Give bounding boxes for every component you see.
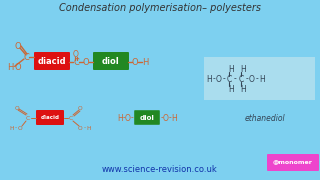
Text: -: -: [223, 75, 225, 84]
Text: -: -: [256, 75, 258, 84]
Text: O: O: [83, 57, 89, 66]
Text: diol: diol: [140, 114, 155, 120]
Text: H: H: [171, 114, 177, 123]
Text: -: -: [123, 114, 125, 123]
Text: O: O: [73, 50, 79, 59]
Text: diacid: diacid: [38, 57, 66, 66]
FancyBboxPatch shape: [204, 57, 315, 100]
Text: O: O: [78, 105, 82, 111]
Text: diol: diol: [102, 57, 120, 66]
Text: C: C: [73, 57, 79, 66]
Text: O: O: [18, 125, 22, 130]
Text: H: H: [10, 125, 14, 130]
Text: H: H: [117, 114, 123, 123]
Text: ethanediol: ethanediol: [245, 114, 285, 123]
Text: @monomer: @monomer: [273, 161, 313, 165]
Text: -: -: [15, 125, 17, 130]
Text: C: C: [226, 75, 232, 84]
Text: C: C: [26, 116, 30, 120]
Text: O: O: [132, 57, 138, 66]
Text: O: O: [15, 105, 19, 111]
Text: H: H: [142, 57, 148, 66]
FancyBboxPatch shape: [34, 52, 70, 70]
Text: O: O: [125, 114, 131, 123]
Text: Condensation polymerisation– polyesters: Condensation polymerisation– polyesters: [59, 3, 261, 13]
Text: H: H: [87, 125, 91, 130]
Text: C: C: [69, 116, 73, 120]
Text: -: -: [161, 114, 164, 123]
Text: H: H: [240, 84, 246, 93]
Text: diacid: diacid: [41, 115, 60, 120]
Text: -: -: [169, 114, 172, 123]
Text: O: O: [216, 75, 222, 84]
Text: -: -: [84, 125, 86, 130]
Text: -: -: [131, 114, 133, 123]
Text: O: O: [15, 62, 21, 71]
Text: -: -: [212, 75, 215, 84]
Text: -: -: [12, 62, 15, 71]
Text: H: H: [228, 84, 234, 93]
Text: -: -: [246, 75, 248, 84]
Text: H: H: [259, 75, 265, 84]
Text: O: O: [78, 125, 82, 130]
FancyBboxPatch shape: [93, 52, 129, 70]
Text: -: -: [234, 75, 236, 84]
Text: O: O: [249, 75, 255, 84]
FancyBboxPatch shape: [267, 154, 319, 171]
Text: www.science-revision.co.uk: www.science-revision.co.uk: [102, 165, 218, 174]
Text: H: H: [7, 62, 13, 71]
FancyBboxPatch shape: [134, 110, 160, 125]
Text: H: H: [228, 64, 234, 73]
Text: C: C: [23, 53, 29, 62]
Text: C: C: [238, 75, 244, 84]
Text: O: O: [15, 42, 21, 51]
Text: H: H: [206, 75, 212, 84]
Text: H: H: [240, 64, 246, 73]
FancyBboxPatch shape: [36, 110, 64, 125]
Text: O: O: [163, 114, 169, 123]
